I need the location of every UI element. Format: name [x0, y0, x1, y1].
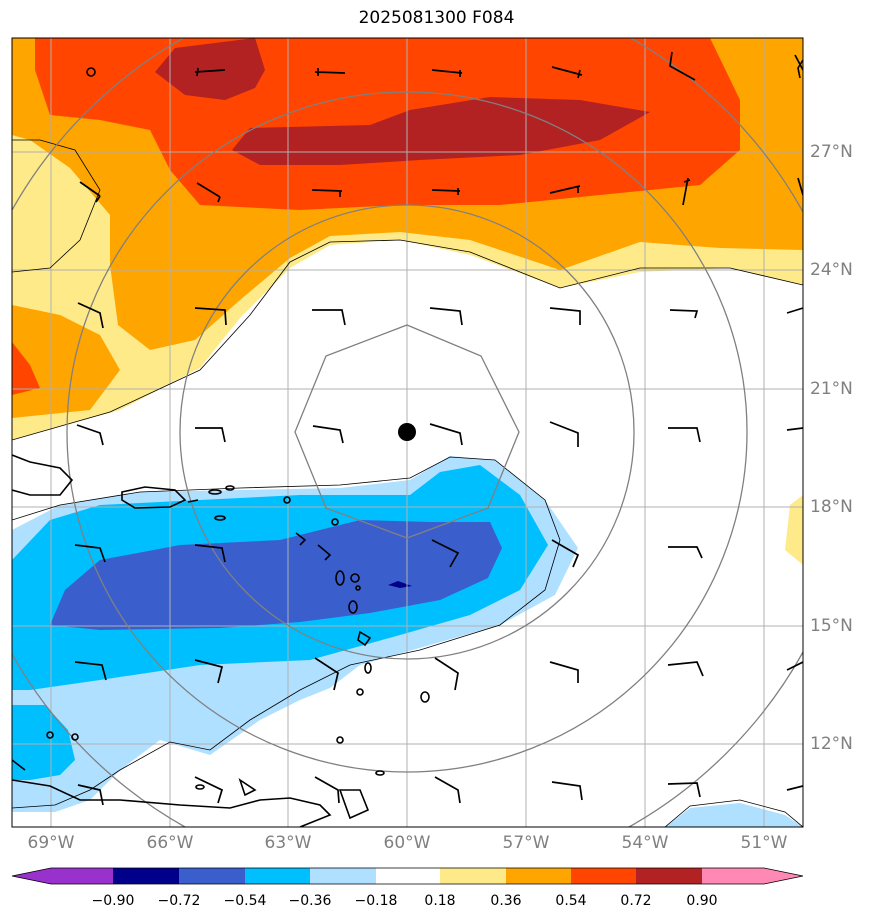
colorbar	[11, 867, 804, 885]
lat-label: 27°N	[810, 142, 853, 162]
lon-label: 54°W	[621, 833, 669, 853]
colorbar-swatch	[113, 868, 179, 884]
colorbar-swatch	[571, 868, 636, 884]
colorbar-tick-label: −0.18	[354, 893, 398, 909]
island-hispaniola	[12, 454, 74, 496]
lat-label: 18°N	[810, 497, 853, 517]
colorbar-swatch	[179, 868, 245, 884]
colorbar-swatch	[636, 868, 702, 884]
lat-label: 12°N	[810, 734, 853, 754]
contour-0.54-0.72-west	[12, 342, 40, 395]
colorbar-tick-label: −0.36	[288, 893, 332, 909]
map-frame	[11, 37, 804, 828]
contour-neg-0.36-sw	[12, 705, 75, 780]
lat-label: 24°N	[810, 260, 853, 280]
contour-lines	[12, 139, 803, 827]
colorbar-tick-label: 0.18	[424, 893, 456, 909]
center-marker	[398, 423, 416, 441]
colorbar-swatch	[51, 868, 113, 884]
contour-0.18-0.36-east	[785, 495, 803, 565]
lon-label: 51°W	[740, 833, 788, 853]
colorbar-tick-label: −0.90	[91, 893, 135, 909]
lon-label: 57°W	[502, 833, 550, 853]
lon-label: 63°W	[264, 833, 312, 853]
gridlines	[12, 38, 803, 827]
colorbar-swatch	[440, 868, 506, 884]
contour-neg-0.54	[50, 520, 502, 630]
colorbar-tick-label: 0.90	[686, 893, 718, 909]
contour-0.72-0.90-core	[232, 97, 650, 165]
colorbar-swatch	[506, 868, 571, 884]
colorbar-outline	[11, 867, 804, 885]
map-title: 2025081300 F084	[358, 8, 515, 28]
wind-barbs	[74, 51, 803, 806]
colorbar-tick-label: −0.54	[223, 893, 267, 909]
colorbar-swatch	[245, 868, 310, 884]
lat-label: 15°N	[810, 616, 853, 636]
range-rings	[12, 38, 803, 827]
colorbar-swatch	[376, 868, 440, 884]
colorbar-swatch	[702, 868, 764, 884]
colorbar-tick-label: −0.72	[157, 893, 201, 909]
lon-label: 60°W	[383, 833, 431, 853]
island-puerto-rico	[121, 486, 187, 509]
colorbar-swatch	[310, 868, 376, 884]
colorbar-tick-label: 0.54	[555, 893, 587, 909]
contour-neg-0.72	[388, 581, 412, 588]
lon-label: 66°W	[146, 833, 194, 853]
contour-0.72-0.90-north	[155, 38, 265, 100]
coastlines	[12, 59, 803, 827]
contour-neg-0.18-se	[665, 803, 803, 827]
south-american-coast	[12, 779, 332, 827]
colorbar-extend-low	[12, 868, 51, 884]
colorbar-extend-high	[764, 868, 803, 884]
lon-label: 69°W	[27, 833, 75, 853]
colorbar-tick-label: 0.36	[490, 893, 522, 909]
lat-label: 21°N	[810, 379, 853, 399]
colorbar-tick-label: 0.72	[620, 893, 652, 909]
contour-0.36-0.54-west	[12, 305, 120, 418]
